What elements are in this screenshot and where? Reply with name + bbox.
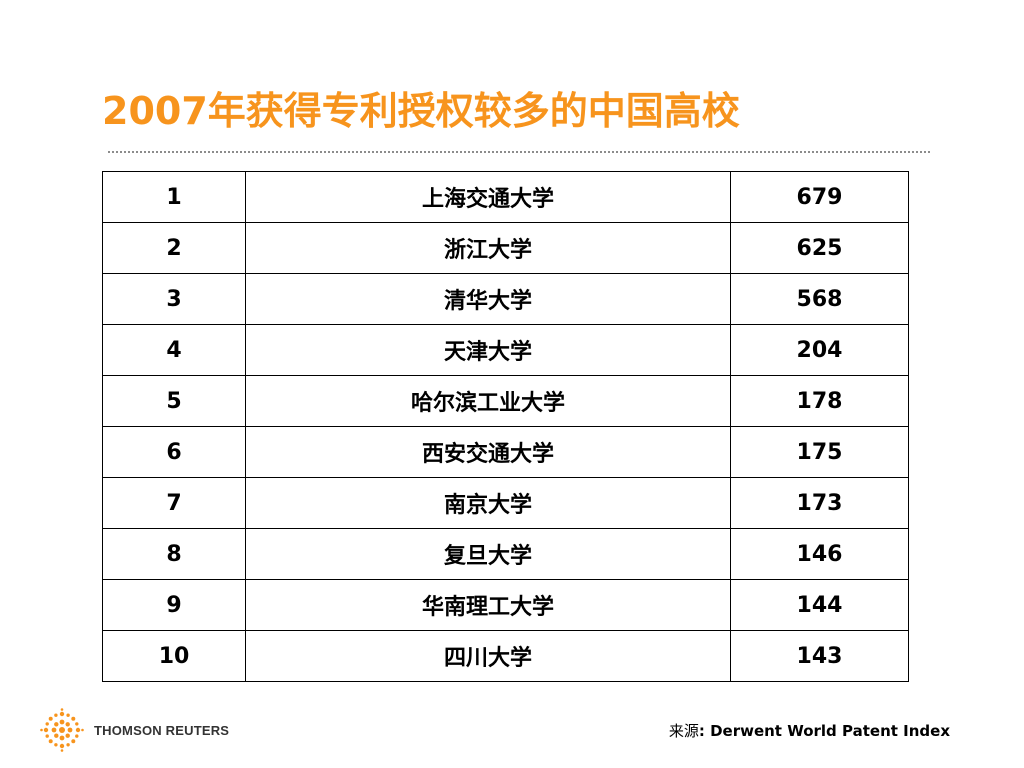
table-row: 10 四川大学 143 — [102, 630, 909, 682]
table-row: 1 上海交通大学 679 — [102, 171, 909, 223]
university-cell: 上海交通大学 — [245, 171, 731, 223]
logo-text: THOMSON REUTERS — [94, 722, 230, 738]
table-row: 9 华南理工大学 144 — [102, 579, 909, 631]
rank-cell: 4 — [102, 324, 246, 376]
table-row: 7 南京大学 173 — [102, 477, 909, 529]
thomson-reuters-logo: THOMSON REUTERS — [40, 708, 229, 752]
university-cell: 哈尔滨工业大学 — [245, 375, 731, 427]
university-cell: 复旦大学 — [245, 528, 731, 580]
university-cell: 西安交通大学 — [245, 426, 731, 478]
table-row: 3 清华大学 568 — [102, 273, 909, 325]
patent-count-cell: 625 — [730, 222, 909, 274]
university-cell: 南京大学 — [245, 477, 731, 529]
university-cell: 四川大学 — [245, 630, 731, 682]
table-row: 2 浙江大学 625 — [102, 222, 909, 274]
rank-cell: 10 — [102, 630, 246, 682]
rank-cell: 3 — [102, 273, 246, 325]
university-cell: 清华大学 — [245, 273, 731, 325]
table-row: 5 哈尔滨工业大学 178 — [102, 375, 909, 427]
patent-count-cell: 178 — [730, 375, 909, 427]
title-divider — [108, 151, 930, 153]
rank-cell: 6 — [102, 426, 246, 478]
patent-count-cell: 173 — [730, 477, 909, 529]
patent-count-cell: 175 — [730, 426, 909, 478]
rank-cell: 2 — [102, 222, 246, 274]
reuters-dot-logo-icon — [40, 708, 84, 752]
rank-cell: 5 — [102, 375, 246, 427]
ranking-table: 1 上海交通大学 679 2 浙江大学 625 3 清华大学 568 4 天津大… — [102, 171, 909, 682]
patent-count-cell: 144 — [730, 579, 909, 631]
rank-cell: 8 — [102, 528, 246, 580]
source-note: 来源: Derwent World Patent Index — [669, 720, 950, 741]
patent-count-cell: 204 — [730, 324, 909, 376]
table-row: 6 西安交通大学 175 — [102, 426, 909, 478]
table-row: 4 天津大学 204 — [102, 324, 909, 376]
patent-count-cell: 143 — [730, 630, 909, 682]
university-cell: 浙江大学 — [245, 222, 731, 274]
university-cell: 华南理工大学 — [245, 579, 731, 631]
rank-cell: 9 — [102, 579, 246, 631]
rank-cell: 1 — [102, 171, 246, 223]
patent-count-cell: 679 — [730, 171, 909, 223]
university-cell: 天津大学 — [245, 324, 731, 376]
patent-count-cell: 568 — [730, 273, 909, 325]
table-row: 8 复旦大学 146 — [102, 528, 909, 580]
source-text: : Derwent World Patent Index — [698, 722, 950, 740]
source-prefix: 来源 — [668, 722, 699, 740]
patent-count-cell: 146 — [730, 528, 909, 580]
page-title: 2007年获得专利授权较多的中国高校 — [102, 89, 740, 133]
rank-cell: 7 — [102, 477, 246, 529]
